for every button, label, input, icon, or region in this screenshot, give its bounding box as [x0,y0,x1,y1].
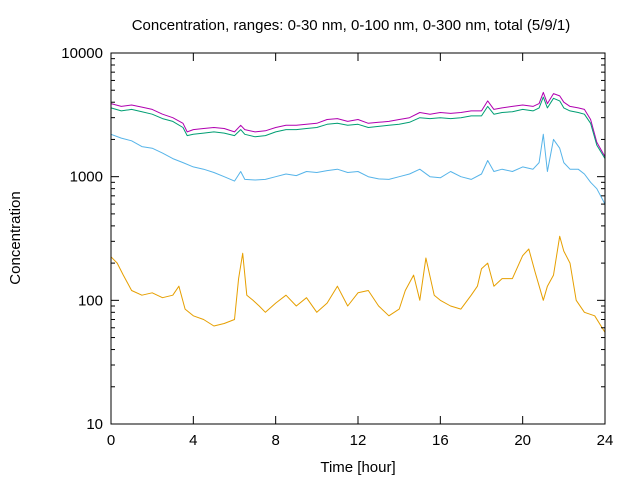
x-tick-label: 12 [350,432,367,449]
y-axis-label: Concentration [7,191,24,284]
plot-area [110,91,606,333]
x-tick-label: 0 [107,432,115,449]
x-tick-label: 4 [189,432,197,449]
x-tick-label: 24 [597,432,614,449]
series-line-3 [110,133,606,205]
x-tick-label: 20 [514,432,531,449]
y-tick-label: 10000 [61,45,103,62]
axis-ticks: 0 4 8 12 16 20 24 10 100 1000 10000 [61,45,613,449]
series-line-1 [110,91,606,157]
series-line-2 [110,96,606,159]
x-tick-label: 8 [271,432,279,449]
x-tick-label: 16 [432,432,449,449]
chart-title: Concentration, ranges: 0-30 nm, 0-100 nm… [132,17,571,34]
plot-frame [110,52,606,425]
series-line-4 [110,235,606,333]
y-tick-label: 10 [86,416,103,433]
y-tick-label: 100 [78,292,103,309]
x-axis-label: Time [hour] [320,459,395,476]
y-tick-label: 1000 [70,169,103,186]
